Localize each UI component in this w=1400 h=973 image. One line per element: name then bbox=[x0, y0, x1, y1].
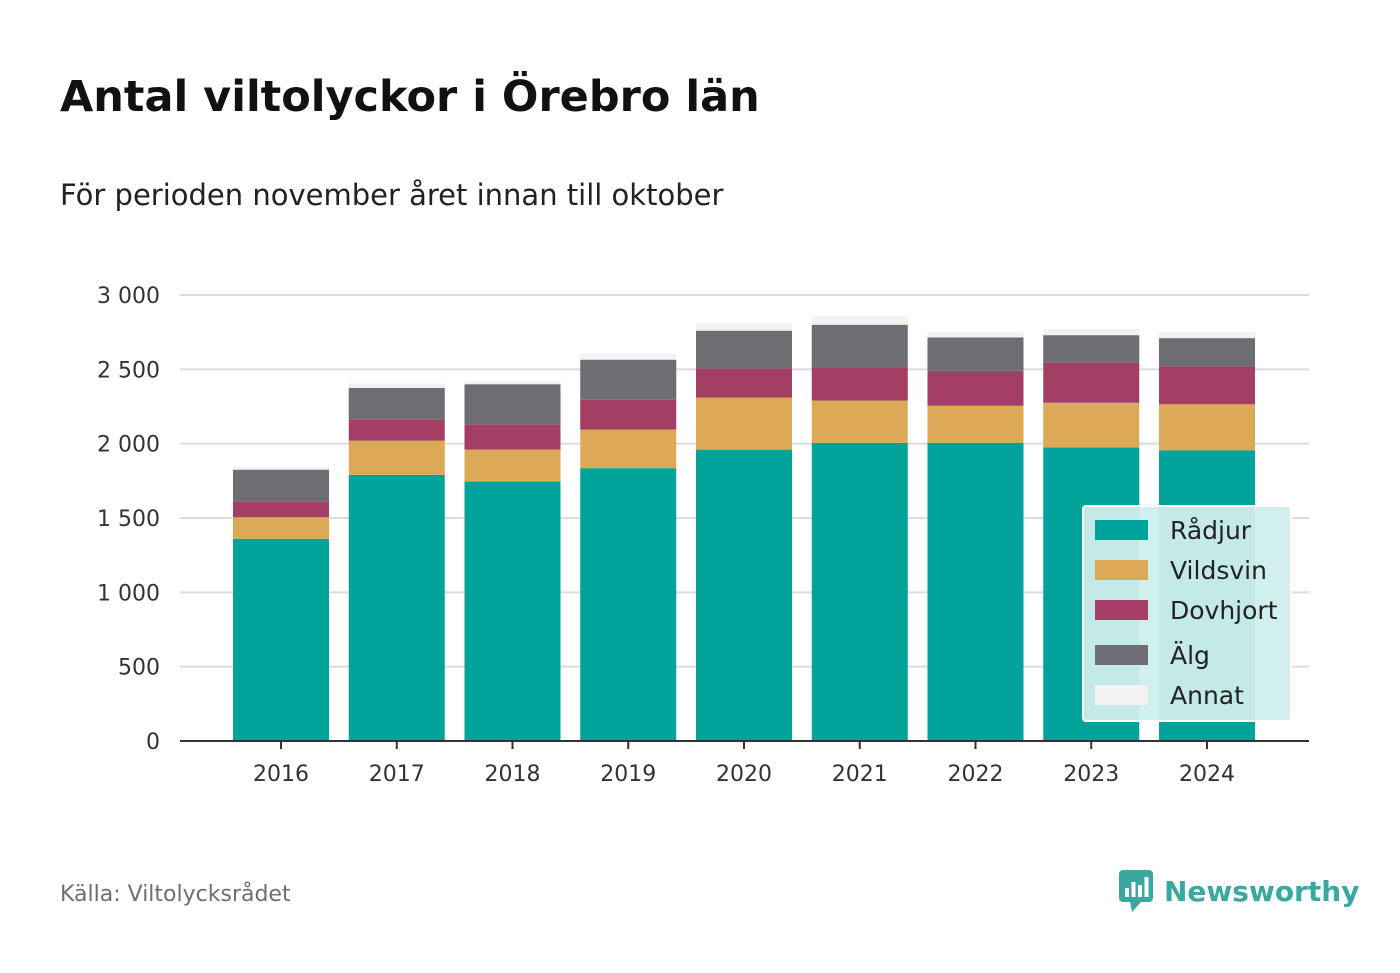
newsworthy-logo: Newsworthy bbox=[1118, 868, 1359, 914]
y-axis-tick-labels: 0 500 1 000 1 500 2 000 2 500 3 000 bbox=[97, 284, 160, 755]
bar-segment bbox=[811, 442, 908, 741]
y-tick-label: 2 500 bbox=[97, 358, 160, 383]
bar-segment bbox=[1043, 362, 1140, 403]
bar-segment bbox=[927, 442, 1024, 741]
bar-segment bbox=[927, 331, 1024, 338]
bar-segment bbox=[580, 359, 677, 400]
bar-segment bbox=[1043, 402, 1140, 448]
legend-item-label: Vildsvin bbox=[1170, 556, 1267, 585]
bar-segment bbox=[927, 370, 1024, 406]
bar-segment bbox=[233, 538, 329, 741]
bars bbox=[233, 316, 1255, 741]
legend-swatch bbox=[1095, 600, 1148, 620]
bar-segment bbox=[1159, 366, 1255, 405]
bar-segment bbox=[233, 517, 329, 539]
bar-segment bbox=[580, 468, 677, 741]
y-tick-label: 1 500 bbox=[97, 507, 160, 532]
x-tick-label: 2020 bbox=[716, 762, 772, 787]
bar-segment bbox=[927, 405, 1024, 443]
x-tick-label: 2024 bbox=[1179, 762, 1235, 787]
legend-item-label: Älg bbox=[1170, 641, 1210, 670]
bar-segment bbox=[811, 316, 908, 325]
logo-text: Newsworthy bbox=[1164, 874, 1360, 908]
bar-segment bbox=[580, 353, 677, 360]
y-tick-label: 2 000 bbox=[97, 433, 160, 458]
bar-segment bbox=[464, 449, 561, 482]
x-tick-label: 2019 bbox=[600, 762, 656, 787]
legend: Rådjur Vildsvin Dovhjort Älg Annat bbox=[1082, 505, 1292, 722]
bar-segment bbox=[464, 424, 561, 450]
bar-segment bbox=[696, 397, 792, 450]
y-tick-label: 3 000 bbox=[97, 284, 160, 309]
x-tick-label: 2021 bbox=[832, 762, 888, 787]
bar-segment bbox=[348, 419, 445, 441]
legend-swatch bbox=[1095, 645, 1148, 665]
chart-subtitle: För perioden november året innan till ok… bbox=[60, 178, 724, 212]
bar-segment bbox=[464, 481, 561, 741]
bar-segment bbox=[348, 474, 445, 741]
legend-item-label: Annat bbox=[1170, 681, 1244, 710]
y-tick-label: 1 000 bbox=[97, 581, 160, 606]
legend-item-label: Dovhjort bbox=[1170, 596, 1278, 625]
bar-segment bbox=[348, 387, 445, 420]
x-tick-label: 2022 bbox=[948, 762, 1004, 787]
bar-segment bbox=[348, 440, 445, 475]
bar-segment bbox=[696, 330, 792, 369]
bar-segment bbox=[1043, 329, 1140, 336]
bar-segment bbox=[1159, 332, 1255, 339]
legend-item-label: Rådjur bbox=[1170, 516, 1252, 545]
bar-segment bbox=[696, 449, 792, 741]
chart-title: Antal viltolyckor i Örebro län bbox=[60, 72, 760, 122]
legend-swatch bbox=[1095, 520, 1148, 540]
bar-segment bbox=[1043, 335, 1140, 363]
bar-segment bbox=[1159, 338, 1255, 367]
legend-swatch bbox=[1095, 685, 1148, 705]
bar-segment bbox=[811, 367, 908, 401]
bar-chart-speech-bubble-icon bbox=[1119, 870, 1153, 912]
bar-segment bbox=[464, 384, 561, 425]
x-axis-tick-labels: 2016 2017 2018 2019 2020 2021 2022 2023 2024 bbox=[253, 741, 1235, 787]
x-tick-label: 2017 bbox=[369, 762, 425, 787]
bar-segment bbox=[811, 400, 908, 443]
legend-swatch bbox=[1095, 560, 1148, 580]
bar-segment bbox=[811, 324, 908, 368]
x-tick-label: 2018 bbox=[485, 762, 541, 787]
bar-segment bbox=[696, 368, 792, 398]
y-tick-label: 0 bbox=[146, 730, 160, 755]
bar-segment bbox=[580, 429, 677, 469]
x-tick-label: 2023 bbox=[1063, 762, 1119, 787]
legend-box bbox=[1082, 505, 1292, 722]
bar-segment bbox=[927, 337, 1024, 371]
bar-segment bbox=[233, 501, 329, 518]
bar-segment bbox=[233, 469, 329, 502]
bar-segment bbox=[580, 399, 677, 430]
bar-segment bbox=[696, 323, 792, 331]
y-tick-label: 500 bbox=[118, 656, 160, 681]
source-note: Källa: Viltolycksrådet bbox=[60, 882, 291, 907]
x-tick-label: 2016 bbox=[253, 762, 309, 787]
bar-segment bbox=[1159, 404, 1255, 451]
bar-segment bbox=[464, 381, 561, 385]
bar-segment bbox=[348, 383, 445, 388]
bar-segment bbox=[233, 466, 329, 470]
